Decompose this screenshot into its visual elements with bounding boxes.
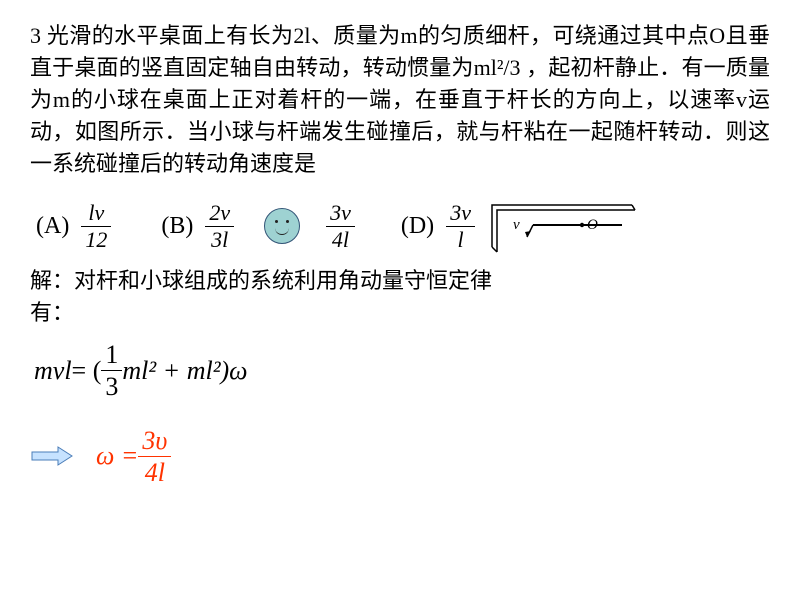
option-b-num: 2v (205, 200, 234, 227)
eq-frac-den: 3 (101, 371, 122, 402)
result-row: ω = 3υ 4l (30, 425, 770, 488)
diagram-o-label: O (587, 217, 598, 233)
eq-rhs: ml² + ml²)ω (122, 352, 247, 390)
eq-frac-num: 1 (101, 339, 122, 371)
option-d-num: 3v (446, 200, 475, 227)
options-row: (A) lv 12 (B) 2v 3l 3v 4l (D) 3v l v O (30, 197, 770, 255)
option-a-num: lv (81, 200, 111, 227)
option-a-frac: lv 12 (81, 200, 111, 254)
option-b-label: (B) (161, 209, 193, 244)
option-b-frac: 2v 3l (205, 200, 234, 254)
arrow-icon (30, 445, 74, 467)
result-frac: 3υ 4l (138, 425, 171, 488)
diagram-svg: v O (487, 197, 637, 255)
problem-text: 3 光滑的水平桌面上有长为2l、质量为m的匀质细杆，可绕通过其中点O且垂直于桌面… (30, 20, 770, 179)
option-d-den: l (446, 227, 475, 253)
solution-label: 解：对杆和小球组成的系统利用角动量守恒定律 (30, 265, 770, 297)
equation: mvl = ( 1 3 ml² + ml²)ω (34, 339, 770, 402)
arrow-poly (32, 447, 72, 465)
option-d-label: (D) (401, 209, 434, 244)
result-eq: ω = 3υ 4l (96, 425, 171, 488)
smiley-icon (264, 208, 300, 244)
result-lhs: ω = (96, 437, 138, 475)
option-a-den: 12 (81, 227, 111, 253)
result-num: 3υ (138, 425, 171, 457)
option-b-den: 3l (205, 227, 234, 253)
eq-equals: = ( (72, 352, 102, 390)
diagram-v-label: v (513, 217, 520, 233)
eq-frac: 1 3 (101, 339, 122, 402)
option-d-frac: 3v l (446, 200, 475, 254)
option-a-label: (A) (36, 209, 69, 244)
solution-block: 解：对杆和小球组成的系统利用角动量守恒定律 有： mvl = ( 1 3 ml²… (30, 265, 770, 488)
option-c-den: 4l (326, 227, 355, 253)
option-c-frac: 3v 4l (326, 200, 355, 254)
eq-lhs: mvl (34, 352, 72, 390)
diagram: v O (487, 197, 637, 255)
option-c-num: 3v (326, 200, 355, 227)
result-den: 4l (138, 457, 171, 488)
solution-line2: 有： (30, 297, 770, 329)
